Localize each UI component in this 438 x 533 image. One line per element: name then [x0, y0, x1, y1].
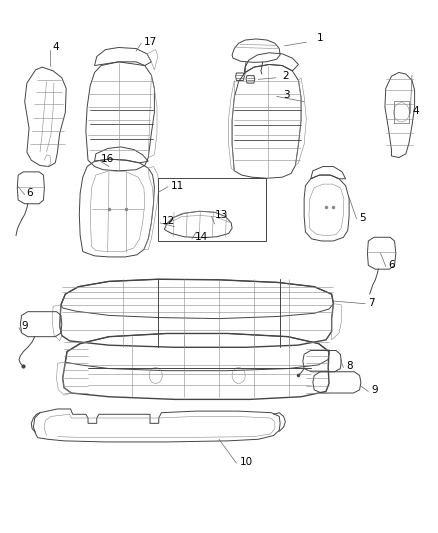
Text: 10: 10: [240, 457, 253, 467]
Text: 6: 6: [389, 261, 395, 270]
Text: 14: 14: [195, 232, 208, 243]
Text: 8: 8: [346, 361, 353, 372]
Text: 11: 11: [171, 181, 184, 191]
Text: 4: 4: [412, 106, 419, 116]
Text: 17: 17: [144, 37, 157, 47]
Text: 4: 4: [52, 43, 59, 52]
Bar: [158, 178, 266, 241]
Text: 3: 3: [284, 90, 290, 100]
Text: 1: 1: [317, 33, 324, 43]
Text: 6: 6: [26, 188, 33, 198]
Text: 9: 9: [21, 321, 28, 331]
Text: 2: 2: [283, 71, 289, 81]
Text: 5: 5: [360, 213, 366, 223]
Text: 7: 7: [368, 297, 375, 308]
Text: 13: 13: [215, 211, 228, 221]
Text: 12: 12: [162, 216, 176, 227]
Text: 9: 9: [371, 385, 378, 395]
Text: 16: 16: [101, 154, 114, 164]
